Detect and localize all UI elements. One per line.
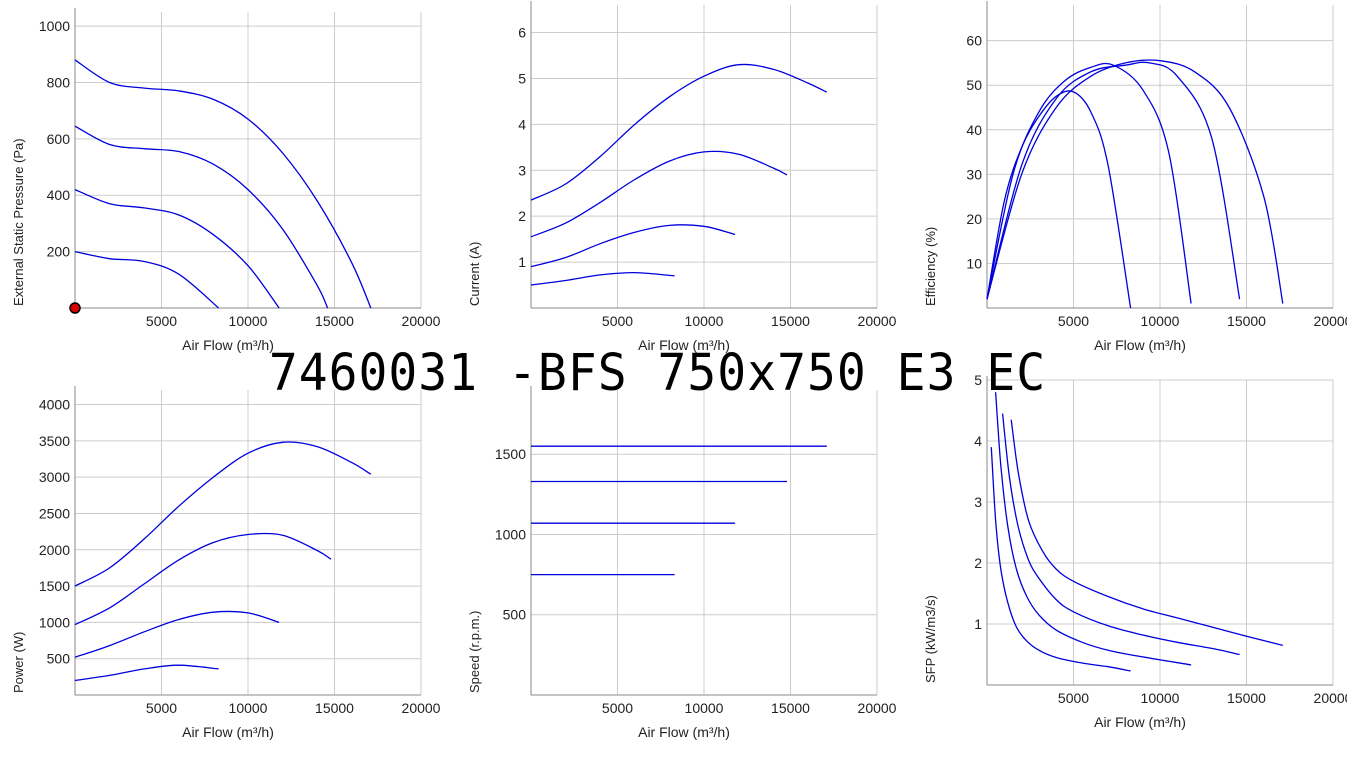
x-axis-label: Air Flow (m³/h) — [1094, 337, 1186, 353]
y-tick-label: 600 — [47, 131, 71, 147]
y-tick-label: 6 — [518, 25, 526, 41]
y-tick-label: 500 — [47, 651, 71, 667]
x-tick-label: 5000 — [602, 313, 633, 329]
x-tick-label: 10000 — [685, 313, 724, 329]
x-axis-label: Air Flow (m³/h) — [1094, 714, 1186, 730]
x-axis-label: Air Flow (m³/h) — [638, 337, 730, 353]
x-tick-label: 10000 — [229, 700, 268, 716]
x-tick-label: 20000 — [1314, 313, 1347, 329]
y-tick-label: 3 — [518, 162, 526, 178]
x-tick-label: 20000 — [858, 313, 897, 329]
series-line-4 — [74, 664, 219, 682]
x-tick-label: 10000 — [1141, 313, 1180, 329]
series-line-4 — [986, 90, 1132, 309]
y-tick-label: 3500 — [39, 433, 70, 449]
y-tick-label: 1 — [974, 616, 982, 632]
y-tick-label: 800 — [47, 74, 71, 90]
y-tick-label: 20 — [966, 211, 982, 227]
y-tick-label: 60 — [966, 33, 982, 49]
y-tick-label: 5 — [974, 372, 982, 388]
series-line-2 — [74, 125, 329, 309]
y-tick-label: 1000 — [495, 526, 526, 542]
y-tick-label: 3 — [974, 494, 982, 510]
x-tick-label: 10000 — [685, 700, 724, 716]
operating-point-marker — [69, 302, 81, 314]
product-title: 7460031 -BFS 750x750 E3 EC — [268, 343, 1047, 403]
y-tick-label: 200 — [47, 244, 71, 260]
series-line-2 — [74, 532, 332, 626]
x-tick-label: 5000 — [602, 700, 633, 716]
x-axis-label: Air Flow (m³/h) — [182, 337, 274, 353]
x-tick-label: 20000 — [402, 313, 441, 329]
y-axis-label: External Static Pressure (Pa) — [11, 138, 26, 306]
series-line-2 — [986, 61, 1241, 300]
x-tick-label: 5000 — [1058, 690, 1089, 706]
y-tick-label: 10 — [966, 255, 982, 271]
y-axis-label: Current (A) — [467, 242, 482, 306]
y-tick-label: 500 — [503, 607, 527, 623]
series-line-4 — [990, 447, 1131, 672]
y-axis-label: Efficiency (%) — [923, 227, 938, 306]
y-tick-label: 2000 — [39, 542, 70, 558]
chart-1: 5000 10000 15000 20000 200 400 600 800 1000 Air F… — [11, 8, 441, 353]
y-tick-label: 1 — [518, 254, 526, 270]
y-tick-label: 4 — [518, 116, 526, 132]
y-tick-label: 4000 — [39, 397, 70, 413]
chart-3: 5000 10000 15000 20000 10 20 30 40 50 60 Air Flow … — [923, 1, 1347, 353]
x-tick-label: 5000 — [1058, 313, 1089, 329]
x-tick-label: 20000 — [1314, 690, 1347, 706]
y-tick-label: 3000 — [39, 469, 70, 485]
y-tick-label: 40 — [966, 122, 982, 138]
series-line-3 — [530, 224, 736, 268]
chart-2: 5000 10000 15000 20000 1 2 3 4 5 6 Air Flow (m³/h)… — [467, 1, 897, 353]
y-tick-label: 30 — [966, 166, 982, 182]
series-line-3 — [986, 62, 1192, 304]
series-line-2 — [530, 150, 788, 238]
chart-5: 5000 10000 15000 20000 500 1000 1500 Air Flow (… — [467, 386, 897, 740]
y-tick-label: 1000 — [39, 18, 70, 34]
series-line-1 — [986, 59, 1284, 304]
series-line-1 — [74, 59, 372, 309]
series-line-3 — [994, 392, 1192, 666]
y-axis-label: Power (W) — [11, 632, 26, 693]
series-line-3 — [74, 188, 280, 309]
series-line-1 — [530, 63, 828, 201]
y-tick-label: 5 — [518, 70, 526, 86]
series-line-4 — [530, 271, 675, 286]
y-tick-label: 2 — [974, 555, 982, 571]
y-tick-label: 1500 — [495, 446, 526, 462]
x-axis-label: Air Flow (m³/h) — [182, 724, 274, 740]
y-tick-label: 2 — [518, 208, 526, 224]
series-line-1 — [74, 441, 372, 587]
x-tick-label: 5000 — [146, 700, 177, 716]
chart-4: 5000 10000 15000 20000 500 1000 1500 2000 2500 30… — [11, 386, 441, 740]
chart-6: 5000 10000 15000 20000 1 2 3 4 5 Air Flow (m³/h) S… — [923, 372, 1347, 730]
y-tick-label: 1000 — [39, 614, 70, 630]
y-tick-label: 1500 — [39, 578, 70, 594]
series-line-4 — [74, 250, 220, 309]
x-tick-label: 5000 — [146, 313, 177, 329]
series-line-3 — [74, 610, 280, 658]
x-tick-label: 15000 — [1227, 690, 1266, 706]
y-tick-label: 400 — [47, 187, 71, 203]
series-line-2 — [1001, 413, 1240, 656]
x-tick-label: 20000 — [402, 700, 441, 716]
x-tick-label: 15000 — [315, 700, 354, 716]
x-tick-label: 15000 — [1227, 313, 1266, 329]
y-axis-label: Speed (r.p.m.) — [467, 611, 482, 693]
y-tick-label: 2500 — [39, 505, 70, 521]
series-line-1 — [1010, 419, 1283, 647]
x-tick-label: 15000 — [771, 313, 810, 329]
y-tick-label: 50 — [966, 77, 982, 93]
x-tick-label: 10000 — [229, 313, 268, 329]
x-tick-label: 20000 — [858, 700, 897, 716]
y-tick-label: 4 — [974, 433, 982, 449]
x-axis-label: Air Flow (m³/h) — [638, 724, 730, 740]
x-tick-label: 15000 — [771, 700, 810, 716]
y-axis-label: SFP (kW/m3/s) — [923, 595, 938, 683]
x-tick-label: 15000 — [315, 313, 354, 329]
x-tick-label: 10000 — [1141, 690, 1180, 706]
